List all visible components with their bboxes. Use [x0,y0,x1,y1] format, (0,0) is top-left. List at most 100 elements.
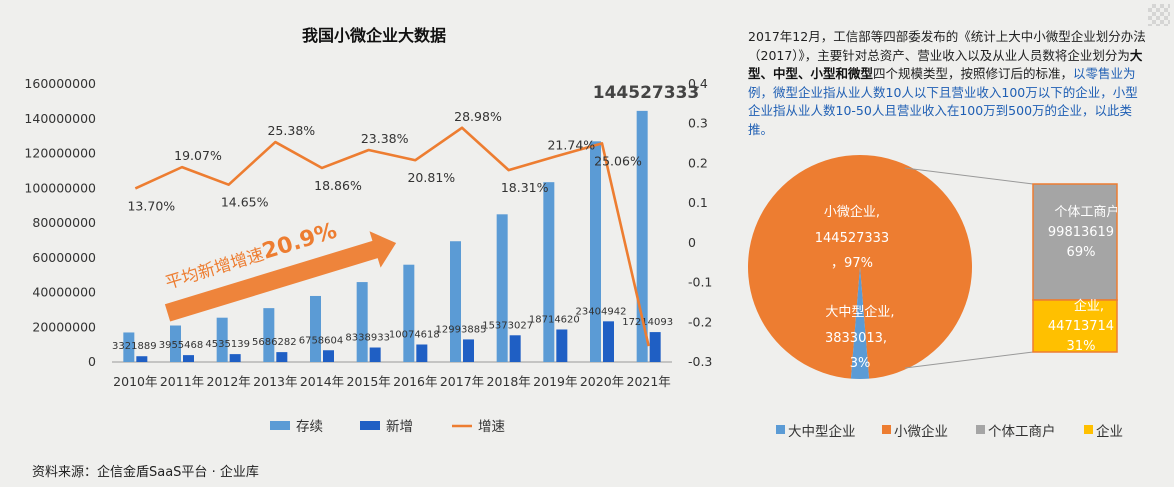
breakdown-label-pct: 31% [1067,339,1096,354]
note-blue-text: 以零售业为例，微型企业指从业人数10人以下且营业收入100万以下的企业，小型企业… [748,66,1138,137]
breakdown-label-value: 99813619 [1048,225,1114,240]
pie-label-pct: 3% [850,356,871,371]
bar-存续 [170,325,181,362]
x-axis-tick: 2012年 [207,374,251,389]
left-axis-tick: 80000000 [32,215,96,230]
bar-存续 [216,317,228,362]
bar-新增-label: 15373027 [482,320,533,331]
connector-line [904,351,1034,369]
bar-存续 [590,141,601,362]
bar-存续 [636,110,648,362]
bar-新增 [463,339,474,362]
pie-legend-swatch [1084,425,1093,434]
bar-新增-label: 12993885 [436,324,487,335]
bar-新增 [276,352,288,362]
right-axis-tick: -0.1 [688,275,712,290]
pie-legend-swatch [976,425,985,434]
right-axis-tick: 0.4 [688,76,708,91]
x-axis-tick: 2021年 [627,374,671,389]
right-axis-tick: 0 [688,235,696,250]
legend-label: 存续 [296,419,323,435]
pie-label-name: 小微企业, [824,204,880,220]
bar-新增 [136,356,148,362]
bar-存续 [543,182,555,362]
pie-slice-小微企业 [748,155,972,379]
bar-存续 [450,241,461,362]
x-axis-tick: 2010年 [113,374,157,389]
pie-label-value: 3833013, [825,331,887,346]
pie-slice-大中型企业 [850,267,870,379]
bar-存续 [496,214,508,362]
bar-新增 [323,350,334,362]
x-axis-tick: 2017年 [440,374,484,389]
line-增速-label: 13.70% [127,198,175,213]
bar-新增-label: 3321889 [112,341,157,352]
bar-新增-label: 4535139 [205,339,250,350]
pie-legend-swatch [776,425,785,434]
note-text-1: 2017年12月，工信部等四部委发布的《统计上大中小微型企业划分办法（2017）… [748,29,1146,63]
bar-新增 [556,329,568,362]
bar-新增 [229,354,241,362]
x-axis-tick: 2018年 [487,374,531,389]
line-增速-label: 18.86% [314,178,362,193]
line-增速-label: 18.31% [501,180,549,195]
legend-label: 增速 [478,419,505,435]
bar-新增 [416,344,428,362]
bar-新增 [649,332,661,362]
line-增速-label: 23.38% [361,131,409,146]
bar-存续 [356,282,368,362]
note-text-2: 四个规模类型，按照修订后的标准， [873,66,1074,81]
left-axis-tick: 120000000 [24,146,96,161]
x-axis-tick: 2011年 [160,374,204,389]
breakdown-label-name: 企业, [1074,298,1104,314]
highlight-label: 144527333 [593,83,699,103]
x-axis-tick: 2015年 [347,374,391,389]
right-axis-tick: -0.3 [688,354,712,369]
right-axis-tick: 0.2 [688,155,708,170]
right-axis-tick: -0.2 [688,314,712,329]
bar-存续 [263,308,275,362]
bar-新增-label: 3955468 [159,340,204,351]
breakdown-bar-个体工商户 [1032,183,1118,301]
bar-新增-label: 10074618 [389,329,440,340]
left-axis-tick: 160000000 [24,76,96,91]
legend-label: 新增 [386,419,413,435]
x-axis-tick: 2020年 [580,374,624,389]
pie-legend-swatch [882,425,891,434]
corner-decoration [1148,4,1170,26]
bar-新增-label: 23404942 [576,306,627,317]
line-增速-label: 21.74% [547,138,595,153]
bar-新增-label: 17214093 [622,317,673,328]
right-axis-tick: 0.1 [688,195,708,210]
breakdown-label-pct: 69% [1067,245,1096,260]
line-增速 [134,126,650,347]
x-axis-tick: 2014年 [300,374,344,389]
connector-line [904,167,1034,185]
bar-存续 [403,264,415,362]
left-axis-tick: 100000000 [24,180,96,195]
breakdown-label-name: 个体工商户, [1054,204,1123,220]
legend-swatch [360,421,380,430]
right-axis-tick: 0.3 [688,116,708,131]
pie-label-pct: ，97% [831,256,873,271]
line-增速-label: 20.81% [407,170,455,185]
pie-legend-label: 企业 [1096,423,1123,440]
x-axis-tick: 2019年 [533,374,577,389]
pie-label-value: 144527333 [815,231,889,246]
bar-新增 [183,355,194,362]
arrow-shape [164,231,397,322]
left-axis-tick: 60000000 [32,250,96,265]
x-axis-tick: 2013年 [253,374,297,389]
bar-新增-label: 5686282 [252,337,297,348]
breakdown-bar-企业 [1032,299,1118,353]
note-bold-text: 大型、中型、小型和微型 [748,47,1143,82]
bar-新增-label: 18714620 [529,314,580,325]
legend-swatch [270,421,290,430]
pie-legend-label: 小微企业 [894,423,948,440]
breakdown-label-value: 44713714 [1048,319,1114,334]
bar-存续 [123,332,135,362]
left-axis-tick: 40000000 [32,285,96,300]
chart-title: 我国小微企业大数据 [302,26,446,45]
